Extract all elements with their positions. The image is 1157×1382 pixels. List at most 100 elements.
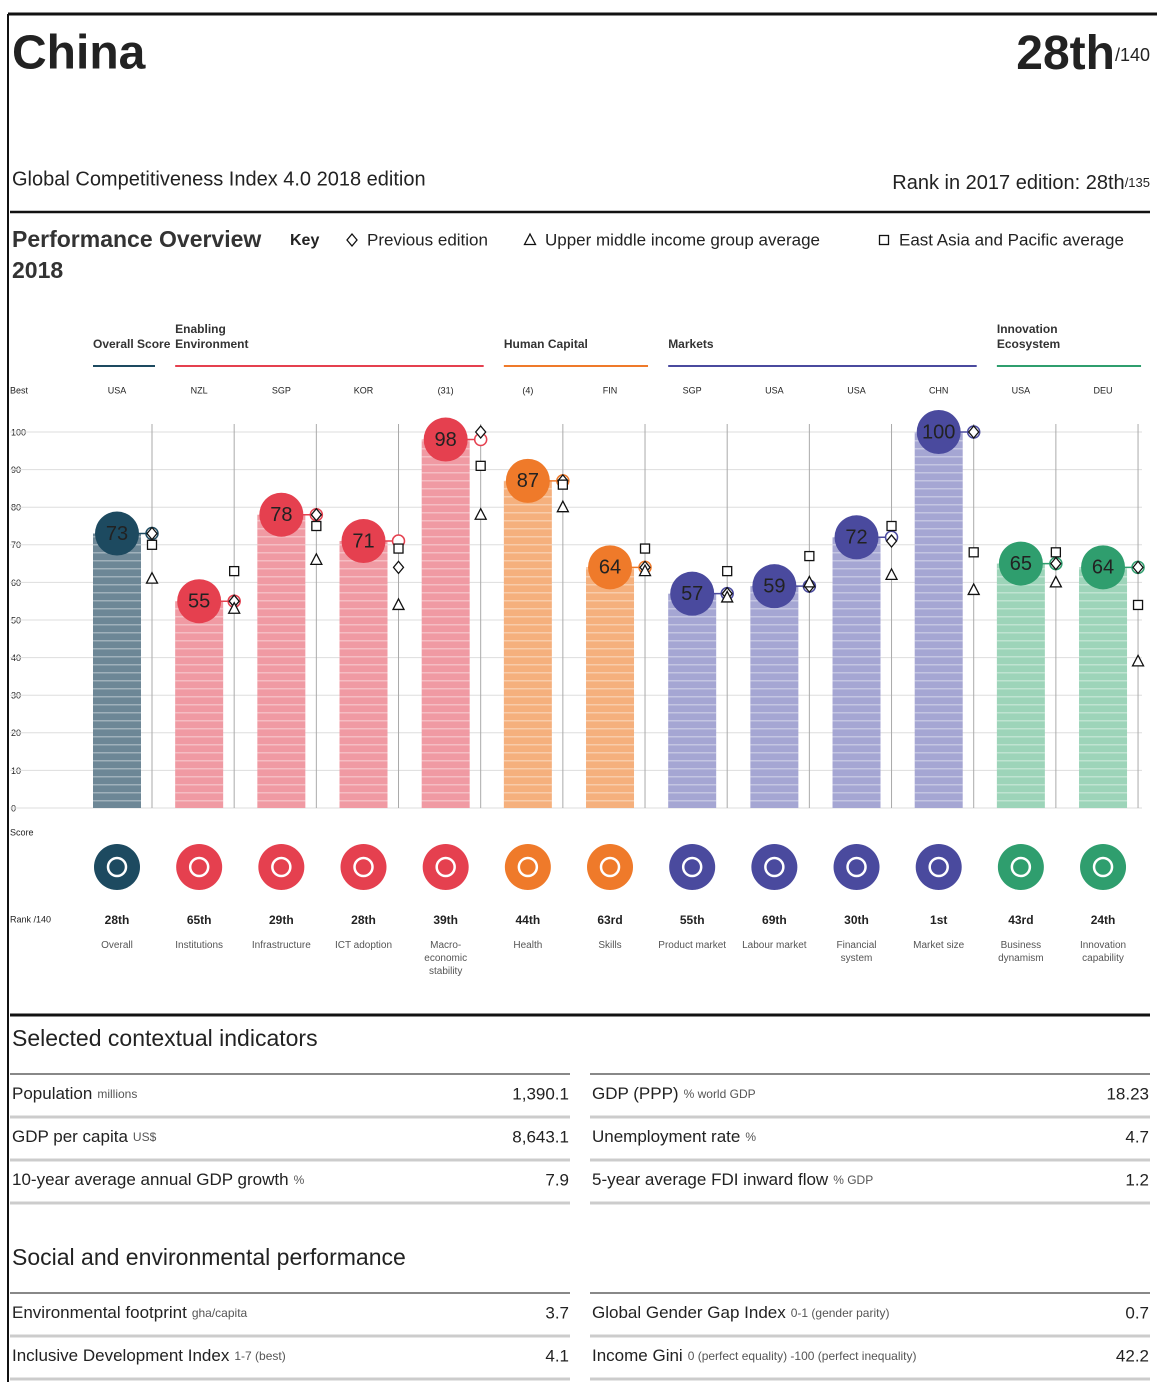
best-label: DEU xyxy=(1094,385,1113,395)
row-name: Income Gini xyxy=(592,1346,683,1365)
row-unit: % world GDP xyxy=(684,1087,756,1101)
triangle-marker xyxy=(556,499,570,513)
best-label: SGP xyxy=(272,385,291,395)
score-label: 59 xyxy=(763,575,785,597)
score-bubble xyxy=(1081,545,1126,590)
bar-stripes xyxy=(503,480,552,808)
row-label: 5-year average FDI inward flow % GDP xyxy=(592,1170,873,1189)
best-label: (31) xyxy=(438,385,454,395)
row-value: 3.7 xyxy=(545,1303,569,1322)
pillar-icon xyxy=(176,844,223,890)
pillar-icon-glyph xyxy=(435,856,456,878)
diamond-marker xyxy=(474,424,487,440)
row-value: 1,390.1 xyxy=(512,1084,569,1103)
diamond-marker xyxy=(1050,556,1062,571)
score-label: 72 xyxy=(845,527,867,549)
best-label: USA xyxy=(847,385,866,395)
row-unit: gha/capita xyxy=(192,1306,248,1320)
category-label: ICT adoption xyxy=(334,940,393,951)
bar-stripes xyxy=(750,586,799,808)
legend-marker xyxy=(346,232,358,248)
best-label: KOR xyxy=(354,385,374,395)
row-name: Inclusive Development Index xyxy=(12,1346,230,1365)
category-label: Macro-economic stability xyxy=(424,940,468,977)
pillar-icon xyxy=(1080,844,1127,890)
row-value: 4.1 xyxy=(545,1346,569,1365)
row-value: 1.2 xyxy=(1125,1170,1149,1189)
rank: 1st xyxy=(930,913,947,927)
prev-rank-total: /135 xyxy=(1125,175,1150,190)
best-label: CHN xyxy=(929,385,949,395)
bar-stripes xyxy=(339,541,388,808)
legend-label: Previous edition xyxy=(367,230,488,249)
section-title: Selected contextual indicators xyxy=(12,1025,318,1051)
pillar-icon xyxy=(915,844,962,890)
score-label: Score xyxy=(10,827,34,837)
score-bubble xyxy=(177,579,222,624)
rank: 44th xyxy=(516,913,541,927)
square-marker xyxy=(557,479,568,490)
pillar-icon-glyph xyxy=(517,856,539,878)
best-label: FIN xyxy=(603,385,618,395)
pillar-icon-glyph xyxy=(271,856,292,878)
best-label: USA xyxy=(108,385,127,395)
score-bubble xyxy=(423,417,468,462)
category-label: Market size xyxy=(913,940,965,951)
category-label: Innovation capability xyxy=(1079,940,1127,964)
rank: 55th xyxy=(680,913,705,927)
pillar-icon-glyph xyxy=(188,856,210,878)
row-label: Inclusive Development Index 1-7 (best) xyxy=(12,1346,286,1365)
score-label: 98 xyxy=(435,429,457,451)
pillar-icon-glyph xyxy=(353,856,374,878)
pillar-icon-glyph xyxy=(846,856,867,878)
score-label: 57 xyxy=(681,583,703,605)
score-label: 100 xyxy=(922,421,955,443)
square-marker xyxy=(886,520,897,532)
triangle-marker xyxy=(1049,574,1063,588)
bar-stripes xyxy=(93,533,141,808)
score-label: 78 xyxy=(270,504,292,526)
country: China xyxy=(12,27,146,80)
prev-rank-label: Rank in 2017 edition: 28th xyxy=(892,172,1124,194)
best-label: USA xyxy=(1012,385,1031,395)
triangle-marker xyxy=(884,567,899,581)
category-label: Financial system xyxy=(836,940,877,964)
row-label: Income Gini 0 (perfect equality) -100 (pe… xyxy=(592,1346,916,1365)
diamond-marker xyxy=(1132,560,1144,575)
best-label: NZL xyxy=(191,385,208,395)
row-value: 7.9 xyxy=(545,1170,569,1189)
row-name: GDP (PPP) xyxy=(592,1084,679,1103)
category-label: Overall xyxy=(101,940,133,951)
row-name: 10-year average annual GDP growth xyxy=(12,1170,289,1189)
score-bubble xyxy=(998,541,1043,586)
row-label: 10-year average annual GDP growth% xyxy=(12,1170,305,1189)
category-label: Skills xyxy=(598,940,622,951)
pillar-icon xyxy=(751,844,798,890)
row-unit: 1-7 (best) xyxy=(234,1349,285,1363)
pillar-icon xyxy=(587,844,634,890)
bar-stripes xyxy=(1079,567,1128,808)
group-label: Enabling Environment xyxy=(175,322,249,351)
diamond-marker xyxy=(310,507,323,522)
square-marker xyxy=(968,547,979,558)
bar-stripes xyxy=(832,537,881,808)
category-label: Labour market xyxy=(742,940,807,951)
row-unit: % xyxy=(745,1130,756,1144)
row-unit: % GDP xyxy=(833,1173,873,1187)
rank: 28th xyxy=(351,913,376,927)
square-marker xyxy=(475,460,486,471)
score-label: 64 xyxy=(1092,557,1114,579)
rank: 39th xyxy=(433,913,458,927)
rank: 30th xyxy=(844,913,869,927)
square-marker xyxy=(393,543,404,554)
square-marker xyxy=(804,550,815,562)
square-marker xyxy=(1132,599,1144,611)
score-label: 65 xyxy=(1010,553,1032,575)
bar-stripes xyxy=(586,567,635,808)
category-label: Institutions xyxy=(175,940,224,951)
triangle-marker xyxy=(802,574,816,588)
triangle-marker xyxy=(227,601,241,614)
group-label: Innovation Ecosystem xyxy=(996,322,1061,351)
triangle-marker xyxy=(638,563,652,577)
